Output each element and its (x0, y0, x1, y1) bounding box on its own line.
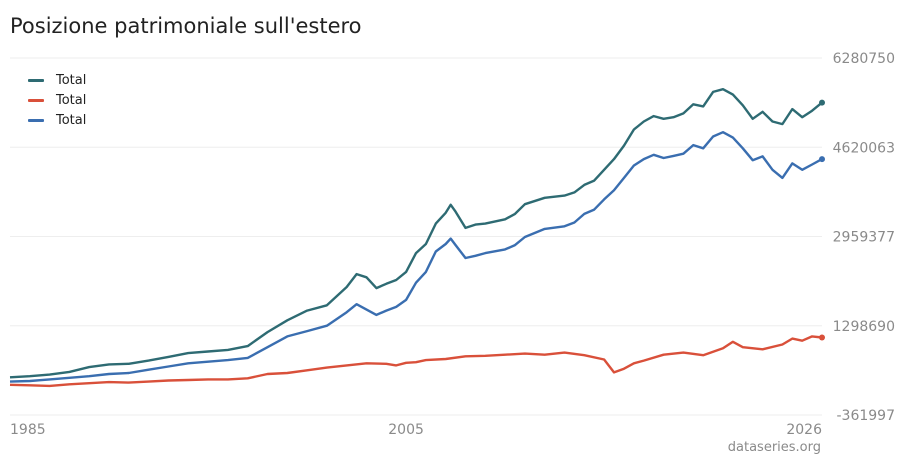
y-tick-label-0: 6280750 (833, 51, 895, 67)
chart-title: Posizione patrimoniale sull'estero (10, 14, 362, 38)
legend-item-1[interactable]: Total (28, 70, 86, 90)
x-tick-label-0: 1985 (10, 422, 46, 438)
legend-label-3: Total (56, 112, 87, 128)
legend-swatch-1 (28, 78, 44, 82)
y-tick-label-4: -361997 (837, 408, 896, 424)
x-tick-label-1: 2005 (388, 422, 424, 438)
legend-swatch-2 (28, 98, 44, 102)
series-end-point-3 (819, 156, 825, 163)
series-end-point-2 (819, 334, 825, 341)
series-line-1 (9, 88, 823, 379)
x-tick-label-2: 2026 (786, 422, 822, 438)
legend-label-1: Total (56, 72, 87, 88)
series-end-point-1 (819, 99, 825, 106)
source-credit: dataseries.org (727, 440, 821, 455)
series-line-2 (9, 335, 823, 388)
legend: Total Total Total (28, 70, 86, 130)
y-tick-label-3: 1298690 (833, 319, 895, 335)
y-tick-label-1: 4620063 (833, 140, 895, 156)
y-tick-label-2: 2959377 (833, 229, 895, 245)
series-line-3 (9, 131, 823, 383)
legend-label-2: Total (56, 92, 87, 108)
legend-item-3[interactable]: Total (28, 110, 86, 130)
legend-swatch-3 (28, 118, 44, 122)
legend-item-2[interactable]: Total (28, 90, 86, 110)
